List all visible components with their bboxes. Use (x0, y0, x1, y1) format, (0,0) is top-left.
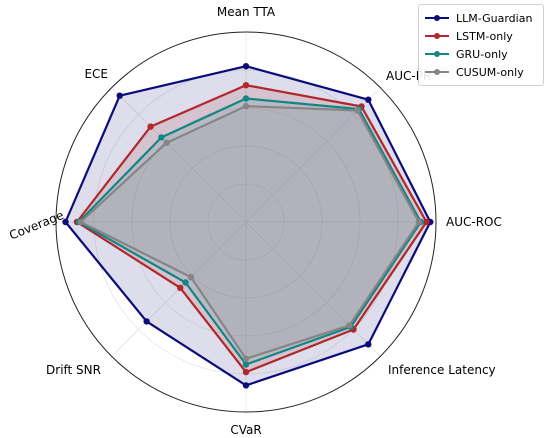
legend-item-cusum-only: CUSUM-only (425, 63, 537, 81)
point-gru-only-cvar (242, 361, 250, 368)
legend-label-llm-guardian: LLM-Guardian (456, 11, 533, 25)
legend-swatch-llm-guardian (425, 15, 449, 21)
point-cusum-only-inference-latency (346, 322, 353, 329)
legend-swatch-gru-only (425, 51, 449, 57)
series-layer (62, 62, 434, 389)
point-gru-only-mean-tta (242, 95, 250, 102)
axis-label-auc-roc: AUC-ROC (446, 215, 502, 229)
axis-label-cvar: CVaR (230, 423, 261, 437)
point-llm-guardian-drift-snr (143, 318, 150, 325)
outer-frame (55, 31, 437, 413)
point-cusum-only-cvar (242, 355, 250, 362)
point-lstm-only-ece (147, 123, 154, 130)
legend-label-cusum-only: CUSUM-only (456, 65, 524, 79)
axis-label-mean-tta: Mean TTA (217, 5, 276, 19)
point-llm-guardian-coverage (62, 218, 69, 226)
point-gru-only-ece (158, 134, 165, 141)
point-lstm-only-auc-roc (423, 218, 430, 226)
axis-label-drift-snr: Drift SNR (46, 363, 101, 377)
legend-swatch-cusum-only (425, 69, 449, 75)
point-llm-guardian-auc-pr (365, 96, 372, 103)
legend-item-gru-only: GRU-only (425, 45, 537, 63)
series-fill-gru-only (78, 98, 421, 365)
point-llm-guardian-cvar (242, 382, 250, 389)
point-lstm-only-drift-snr (177, 284, 184, 291)
legend: LLM-Guardian LSTM-only GRU-only CUSUM-on… (418, 4, 544, 86)
point-cusum-only-coverage (77, 218, 84, 226)
series-fills (65, 66, 431, 386)
series-fill-llm-guardian (65, 66, 431, 386)
point-llm-guardian-inference-latency (365, 341, 372, 348)
axis-label-ece: ECE (84, 67, 108, 81)
legend-label-lstm-only: LSTM-only (456, 29, 513, 43)
point-llm-guardian-ece (116, 92, 123, 99)
point-cusum-only-auc-roc (415, 218, 423, 226)
point-lstm-only-mean-tta (242, 82, 250, 89)
point-cusum-only-mean-tta (242, 102, 250, 110)
legend-label-gru-only: GRU-only (456, 47, 508, 61)
series-fill-cusum-only (80, 106, 419, 359)
point-llm-guardian-mean-tta (242, 62, 250, 70)
point-lstm-only-cvar (242, 368, 250, 376)
point-cusum-only-ece (163, 139, 170, 146)
series-lines (62, 62, 434, 389)
grid-spoke-inference-latency (245, 221, 381, 357)
legend-swatch-lstm-only (425, 33, 449, 39)
point-gru-only-drift-snr (182, 279, 189, 286)
legend-item-lstm-only: LSTM-only (425, 27, 537, 45)
axis-label-inference-latency: Inference Latency (388, 363, 496, 377)
grid-spoke-ece (111, 87, 247, 223)
point-cusum-only-auc-pr (354, 107, 361, 114)
series-fill-lstm-only (76, 85, 427, 373)
point-cusum-only-drift-snr (187, 273, 195, 281)
legend-item-llm-guardian: LLM-Guardian (425, 9, 537, 27)
